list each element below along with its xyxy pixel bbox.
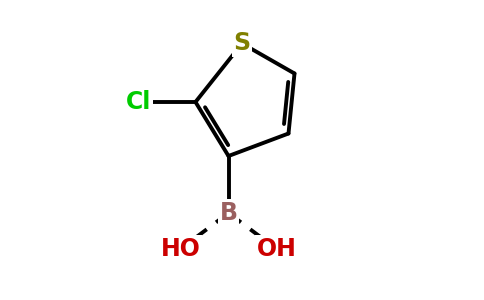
Text: Cl: Cl [126, 90, 151, 114]
Text: B: B [220, 201, 238, 225]
Text: S: S [233, 32, 251, 56]
Text: HO: HO [161, 237, 200, 261]
Text: OH: OH [257, 237, 296, 261]
